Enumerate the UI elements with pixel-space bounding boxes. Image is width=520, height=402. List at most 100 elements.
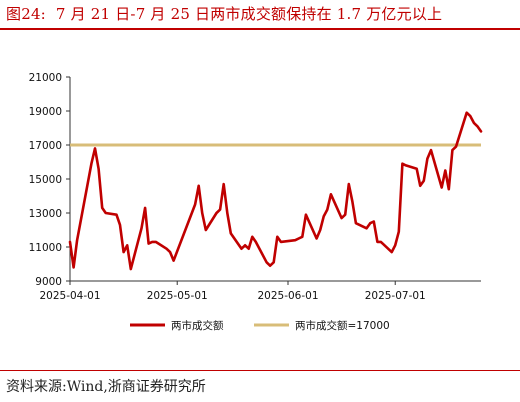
data-point [144, 207, 147, 209]
data-point [376, 241, 379, 243]
data-point [197, 184, 200, 187]
data-point [219, 208, 222, 211]
data-point [369, 222, 372, 225]
data-point [372, 220, 375, 223]
data-point [444, 169, 447, 172]
data-point [394, 244, 397, 247]
data-point [301, 235, 304, 238]
data-point [455, 145, 457, 148]
title-rule [0, 28, 520, 30]
data-point [169, 251, 172, 254]
data-point [365, 227, 368, 230]
data-point [272, 261, 275, 264]
data-point [165, 247, 168, 250]
y-axis: 9000 11000 13000 15000 17000 19000 21000 [29, 72, 71, 288]
y-tick-label: 19000 [29, 106, 62, 118]
data-point [76, 239, 78, 242]
data-point [355, 222, 357, 225]
data-point [451, 149, 454, 152]
data-point [415, 167, 418, 170]
data-point [344, 213, 347, 216]
data-point [476, 125, 479, 128]
data-point [426, 157, 429, 160]
data-point [126, 244, 129, 247]
data-point [104, 212, 107, 214]
figure-title: 图24: 7 月 21 日-7 月 25 日两市成交额保持在 1.7 万亿元以上 [6, 3, 442, 24]
series-line-turnover [68, 111, 483, 271]
data-point [204, 229, 207, 231]
x-tick-label: 2025-06-01 [257, 290, 318, 302]
data-point [397, 230, 400, 233]
y-tick-label: 13000 [29, 208, 62, 220]
data-point [247, 247, 250, 250]
data-point [119, 224, 121, 226]
data-point [390, 251, 393, 254]
data-point [122, 251, 125, 254]
data-point [465, 111, 468, 114]
data-point [380, 241, 382, 243]
data-point [69, 241, 71, 243]
legend-label-turnover: 两市成交额 [171, 319, 224, 332]
figure-label: 图24: [6, 5, 46, 23]
source-rule [0, 370, 520, 371]
figure-title-text: 7 月 21 日-7 月 25 日两市成交额保持在 1.7 万亿元以上 [55, 5, 443, 23]
data-point [140, 227, 143, 230]
data-point [240, 247, 243, 250]
data-point [326, 208, 329, 211]
legend: 两市成交额 两市成交额=17000 [130, 319, 390, 332]
legend-label-reference: 两市成交额=17000 [295, 319, 390, 332]
data-point [351, 200, 354, 203]
data-point [222, 183, 225, 186]
data-point [269, 264, 271, 267]
data-point [430, 149, 432, 152]
data-point [469, 115, 472, 117]
data-point [280, 241, 282, 243]
data-point [473, 122, 475, 124]
data-point [72, 266, 75, 269]
x-tick-label: 2025-04-01 [39, 290, 100, 302]
x-tick-label: 2025-05-01 [147, 290, 208, 302]
y-tick-label: 15000 [29, 174, 62, 186]
data-point [265, 261, 268, 264]
data-point [315, 237, 318, 240]
data-point [94, 147, 96, 150]
y-tick-label: 9000 [35, 276, 62, 288]
data-point [151, 241, 154, 243]
data-point [194, 203, 197, 206]
data-point [319, 229, 322, 231]
data-point [101, 207, 104, 209]
data-point [405, 164, 407, 167]
x-axis: 2025-04-01 2025-05-01 2025-06-01 2025-07-01 [39, 280, 481, 302]
data-point [401, 162, 404, 165]
data-point [251, 235, 254, 238]
data-point [97, 167, 100, 170]
y-tick-label: 11000 [29, 242, 62, 254]
data-point [201, 212, 204, 214]
data-point [229, 232, 232, 235]
data-point [447, 188, 450, 191]
source-note: 资料来源:Wind,浙商证券研究所 [6, 379, 206, 395]
data-point [244, 244, 247, 247]
data-point [330, 193, 332, 196]
data-point [226, 212, 229, 214]
data-point [422, 179, 425, 182]
data-point [340, 217, 343, 220]
data-point [305, 213, 307, 216]
y-tick-label: 17000 [29, 140, 62, 152]
data-point [154, 241, 157, 243]
data-point [115, 213, 118, 216]
series-layer [68, 111, 483, 271]
data-point [276, 235, 279, 238]
data-point [215, 212, 218, 214]
data-point [172, 259, 175, 262]
data-point [147, 242, 150, 245]
data-point [254, 241, 257, 243]
data-point [129, 268, 132, 270]
data-point [480, 130, 482, 133]
data-point [294, 239, 297, 242]
data-point [297, 237, 300, 240]
x-tick-label: 2025-07-01 [365, 290, 426, 302]
data-point [440, 186, 443, 189]
data-point [347, 183, 350, 186]
